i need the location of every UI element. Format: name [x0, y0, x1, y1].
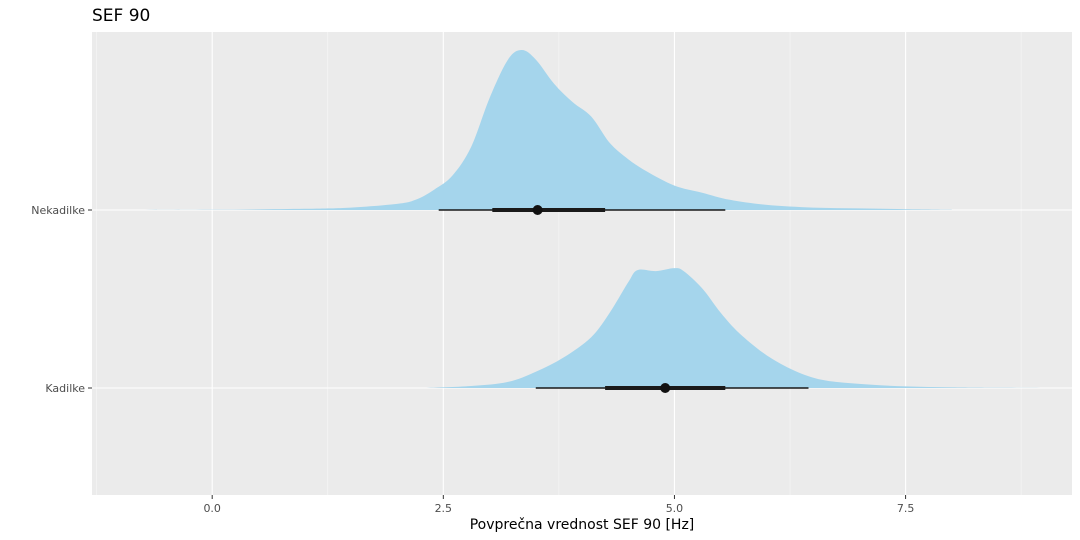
- x-tick-label: 7.5: [897, 502, 915, 515]
- y-tick-label: Kadilke: [45, 382, 85, 395]
- density-kadilke: [424, 268, 1072, 388]
- chart-title: SEF 90: [92, 6, 150, 26]
- x-axis: 0.0 2.5 5.0 7.5: [203, 495, 914, 515]
- x-axis-title: Povprečna vrednost SEF 90 [Hz]: [470, 517, 695, 533]
- x-tick-label: 0.0: [203, 502, 221, 515]
- y-tick-label: Nekadilke: [31, 204, 85, 217]
- plot-panel: [92, 32, 1072, 495]
- point-kadilke: [660, 383, 671, 393]
- intervals: [438, 205, 809, 393]
- point-nekadilke: [532, 205, 543, 215]
- density-nekadilke: [119, 50, 952, 210]
- x-tick-label: 2.5: [435, 502, 453, 515]
- y-axis: Nekadilke Kadilke: [31, 204, 92, 395]
- x-tick-label: 5.0: [666, 502, 684, 515]
- densities: [119, 50, 1072, 388]
